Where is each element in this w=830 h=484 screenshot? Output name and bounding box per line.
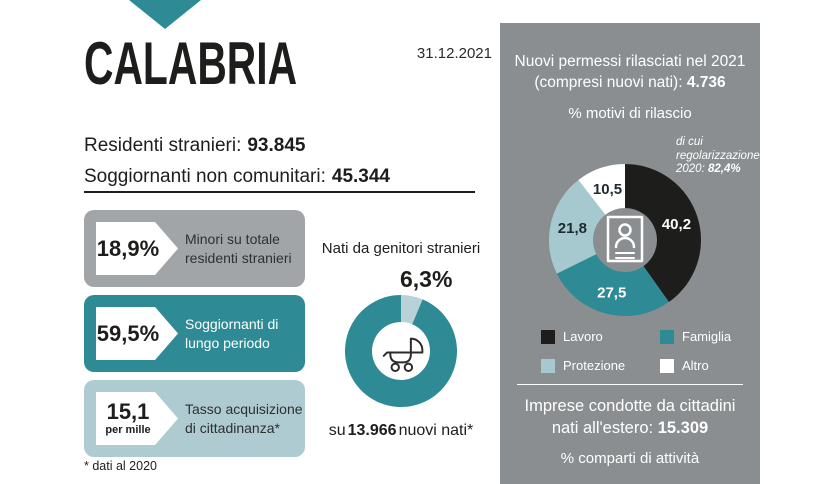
permits-panel: Nuovi permessi rilasciati nel 2021 (comp… [500, 23, 760, 484]
indicator-label: Tasso acquisizione di cittadinanza* [185, 400, 303, 436]
regularization-value: 82,4% [707, 163, 741, 175]
births-title: Nati da genitori stranieri [321, 240, 481, 257]
legend-label: Lavoro [563, 329, 603, 344]
indicator-arrow: 18,9% [96, 222, 178, 275]
non-eu-value: 45.344 [331, 166, 390, 187]
regularization-note: di cui regolarizzazione 2020: 82,4% [676, 136, 760, 175]
footnote: * dati al 2020 [84, 459, 157, 473]
companies-title: Imprese condotte da cittadini nati all'e… [524, 397, 736, 437]
donut-ring: 40,2 27,5 21,8 10,5 [549, 164, 701, 316]
births-percent-label: 6,3% [400, 266, 453, 292]
legend-swatch [541, 358, 555, 373]
id-card-icon [606, 215, 644, 263]
donut-slice [556, 254, 669, 316]
births-donut-chart [345, 295, 457, 407]
new-births-value: 13.966 [347, 422, 397, 439]
legend-swatch [541, 329, 555, 344]
donut-slice-label: 21,8 [558, 220, 587, 237]
indicator-label: Soggiornanti di lungo periodo [185, 315, 279, 351]
companies-subtitle: % comparti di attività [560, 450, 700, 467]
donut-slice-label: 27,5 [597, 285, 626, 302]
companies-value: 15.309 [657, 419, 709, 437]
legend-label: Famiglia [682, 329, 732, 344]
key-stats: Residenti stranieri: 93.845 Soggiornanti … [84, 130, 390, 192]
legend-item-famiglia: Famiglia [660, 329, 731, 344]
legend-swatch [660, 329, 674, 344]
legend-label: Altro [682, 358, 709, 373]
donut-slice-label: 40,2 [662, 216, 691, 233]
legend: Lavoro Famiglia Protezione Altro [541, 329, 731, 373]
donut-ring [345, 295, 457, 407]
legend-item-protezione: Protezione [541, 358, 660, 373]
indicator-arrow: 59,5% [96, 307, 178, 360]
donut-slice [625, 164, 701, 303]
legend-item-altro: Altro [660, 358, 731, 373]
map-pin-tip-icon [129, 0, 201, 29]
indicator-card-minors: 18,9% Minori su totale residenti stranie… [84, 210, 305, 287]
indicator-value: 18,9% [96, 235, 160, 261]
permits-title: Nuovi permessi rilasciati nel 2021 (comp… [514, 53, 746, 91]
donut-slice [345, 295, 457, 407]
legend-swatch [660, 358, 674, 373]
indicator-label: Minori su totale residenti stranieri [185, 230, 292, 266]
indicator-value: 15,1 [106, 399, 150, 424]
legend-item-lavoro: Lavoro [541, 329, 660, 344]
non-eu-stat: Soggiornanti non comunitari: 45.344 [84, 166, 390, 187]
horizontal-divider [84, 191, 475, 193]
permits-subtitle: % motivi di rilascio [568, 105, 692, 122]
residents-value: 93.845 [247, 135, 306, 156]
permits-value: 4.736 [686, 74, 726, 91]
births-caption: su 13.966 nuovi nati* [328, 422, 474, 439]
indicator-value: 59,5% [96, 320, 160, 346]
indicator-unit: per mille [105, 424, 151, 436]
indicator-card-citizenship: 15,1 per mille Tasso acquisizione di cit… [84, 380, 305, 457]
page-title: CALABRIA [84, 30, 298, 97]
report-date: 31.12.2021 [416, 45, 492, 62]
stroller-icon [382, 337, 424, 373]
residents-stat: Residenti stranieri: 93.845 [84, 135, 306, 156]
donut-slice [401, 295, 423, 325]
donut-slice [578, 164, 625, 215]
indicator-card-long-stay: 59,5% Soggiornanti di lungo periodo [84, 295, 305, 372]
permits-donut-chart: 40,2 27,5 21,8 10,5 [549, 164, 701, 316]
indicator-arrow: 15,1 per mille [96, 392, 178, 445]
panel-divider [517, 384, 743, 385]
donut-slice [549, 179, 606, 274]
legend-label: Protezione [563, 358, 626, 373]
donut-slice-label: 10,5 [593, 181, 622, 198]
